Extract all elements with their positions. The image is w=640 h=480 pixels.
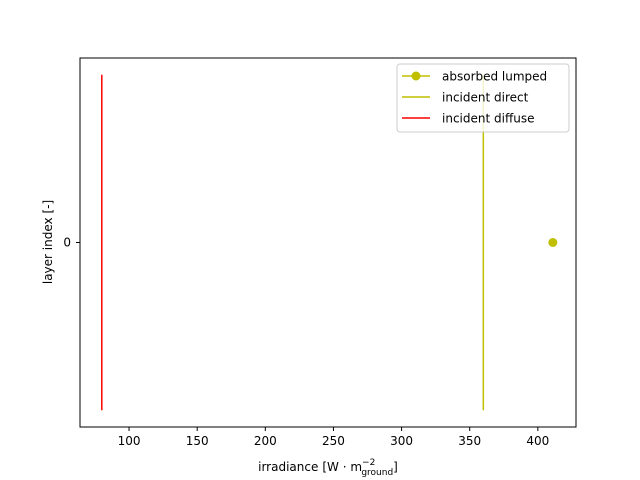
legend-marker-absorbed-lumped	[411, 71, 421, 81]
legend-label-incident-direct: incident direct	[442, 91, 529, 105]
legend: absorbed lumped incident direct incident d…	[396, 63, 570, 133]
y-axis-label: layer index [-]	[41, 200, 55, 284]
x-tick-label: 150	[186, 434, 209, 448]
x-tick-label: 200	[254, 434, 277, 448]
x-tick-label: 250	[322, 434, 345, 448]
data-point-absorbed-lumped	[548, 238, 558, 247]
legend-label-incident-diffuse: incident diffuse	[442, 112, 534, 126]
x-tick-label: 400	[526, 434, 549, 448]
legend-frame	[396, 63, 570, 133]
y-axis-ticks: 0	[63, 236, 80, 250]
x-axis-ticks: 100 150 200 250 300 350 400	[118, 427, 549, 448]
y-tick-label: 0	[63, 236, 71, 250]
legend-label-absorbed-lumped: absorbed lumped	[442, 70, 547, 84]
x-tick-label: 300	[390, 434, 413, 448]
x-axis-label: irradiance [W · m−2 ground]	[258, 458, 398, 478]
x-tick-label: 350	[458, 434, 481, 448]
x-tick-label: 100	[118, 434, 141, 448]
